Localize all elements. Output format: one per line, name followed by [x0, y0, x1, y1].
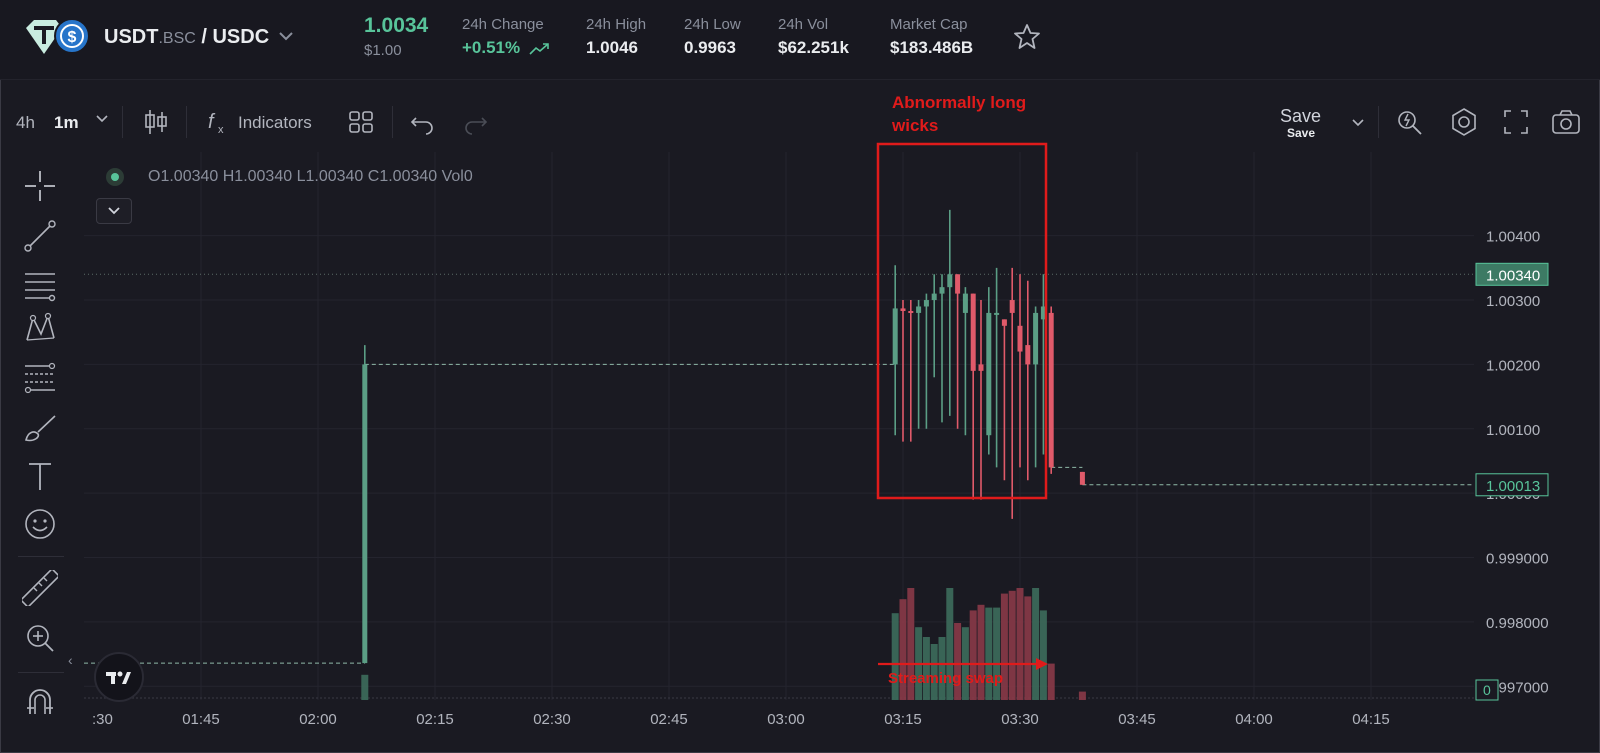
ohlc-readout: O1.00340 H1.00340 L1.00340 C1.00340 Vol0 — [148, 168, 473, 186]
text-tool-icon[interactable] — [22, 458, 58, 494]
svg-text:x: x — [218, 124, 224, 136]
toolbar-divider — [18, 672, 64, 673]
market-header — [0, 0, 1600, 80]
stat-24h-vol: 24h Vol $62.251k — [778, 16, 849, 58]
stat-24h-low: 24h Low 0.9963 — [684, 16, 741, 58]
scroll-left-arrow[interactable]: ‹ — [68, 652, 73, 668]
pair-quote: USDC — [212, 26, 270, 48]
fullscreen-icon[interactable] — [1500, 106, 1532, 138]
chevron-down-icon[interactable] — [276, 26, 296, 46]
stat-label: 24h High — [586, 16, 647, 33]
token-pair-icons: $ — [22, 18, 94, 58]
stat-24h-change: 24h Change +0.51% — [462, 16, 551, 58]
camera-screenshot-icon[interactable] — [1550, 106, 1582, 138]
stat-value: $62.251k — [778, 38, 849, 57]
svg-text:f: f — [208, 111, 216, 133]
stat-24h-high: 24h High 1.0046 — [586, 16, 646, 58]
stat-label: 24h Change — [462, 16, 544, 33]
pattern-tool-icon[interactable] — [22, 310, 58, 346]
tradingview-logo[interactable] — [94, 652, 144, 702]
indicators-button[interactable]: Indicators — [238, 113, 312, 132]
last-price: 1.0034 — [364, 14, 429, 37]
stat-label: 24h Low — [684, 16, 741, 33]
stat-value: +0.51% — [462, 38, 551, 58]
series-visibility-toggle[interactable] — [106, 168, 124, 186]
toolbar-divider — [186, 106, 187, 138]
layout-grid-icon[interactable] — [346, 106, 378, 138]
change-value: +0.51% — [462, 38, 521, 57]
zoom-in-icon[interactable] — [22, 620, 58, 656]
ohlc-low: L1.00340 — [296, 168, 364, 185]
toolbar-divider — [18, 556, 64, 557]
undo-icon[interactable] — [408, 106, 440, 138]
trading-pair[interactable]: USDT.BSC / USDC — [104, 26, 269, 49]
favorite-star-icon[interactable] — [1012, 22, 1042, 52]
ruler-icon[interactable] — [19, 567, 61, 609]
trend-up-icon — [529, 42, 549, 55]
stat-label: Market Cap — [890, 16, 968, 33]
interval-chevron-icon[interactable] — [92, 108, 112, 128]
stat-label: 24h Vol — [778, 16, 829, 33]
brush-icon[interactable] — [22, 410, 58, 446]
ohlc-close: C1.00340 — [367, 168, 438, 185]
stat-value: $183.486B — [890, 38, 974, 57]
ohlc-volume: Vol0 — [441, 168, 473, 185]
toolbar-divider — [1378, 106, 1379, 138]
usdc-logo-icon — [54, 18, 90, 54]
emoji-smile-icon[interactable] — [22, 506, 58, 542]
toolbar-divider — [392, 106, 393, 138]
svg-text:$: $ — [68, 29, 77, 46]
fib-retracement-icon[interactable] — [22, 360, 58, 396]
legend-collapse-button[interactable] — [96, 198, 132, 224]
pair-base: USDT — [104, 26, 159, 48]
chevron-down-icon — [108, 207, 120, 215]
magnet-icon[interactable] — [22, 684, 58, 720]
save-chevron-icon[interactable] — [1348, 112, 1368, 132]
price-usd: $1.00 — [364, 42, 402, 59]
stat-value: 1.0046 — [586, 38, 638, 57]
interval-1m[interactable]: 1m — [54, 113, 79, 132]
ohlc-open: O1.00340 — [148, 168, 219, 185]
trend-line-icon[interactable] — [22, 218, 58, 254]
interval-4h[interactable]: 4h — [16, 113, 35, 132]
stat-market-cap: Market Cap $183.486B — [890, 16, 973, 58]
save-button[interactable]: Save — [1280, 106, 1322, 126]
stat-value: 0.9963 — [684, 38, 736, 57]
redo-icon[interactable] — [458, 106, 490, 138]
candles-icon[interactable] — [140, 106, 172, 138]
save-sublabel: Save — [1287, 126, 1316, 140]
tradingview-logo-icon — [106, 671, 131, 684]
ohlc-high: H1.00340 — [222, 168, 293, 185]
quick-search-icon[interactable] — [1394, 106, 1426, 138]
pair-network: .BSC — [158, 30, 196, 47]
crosshair-icon[interactable] — [22, 168, 58, 204]
horizontal-lines-icon[interactable] — [22, 268, 58, 304]
settings-gear-icon[interactable] — [1448, 106, 1480, 138]
pair-separator: / — [195, 26, 213, 48]
toolbar-divider — [122, 106, 123, 138]
